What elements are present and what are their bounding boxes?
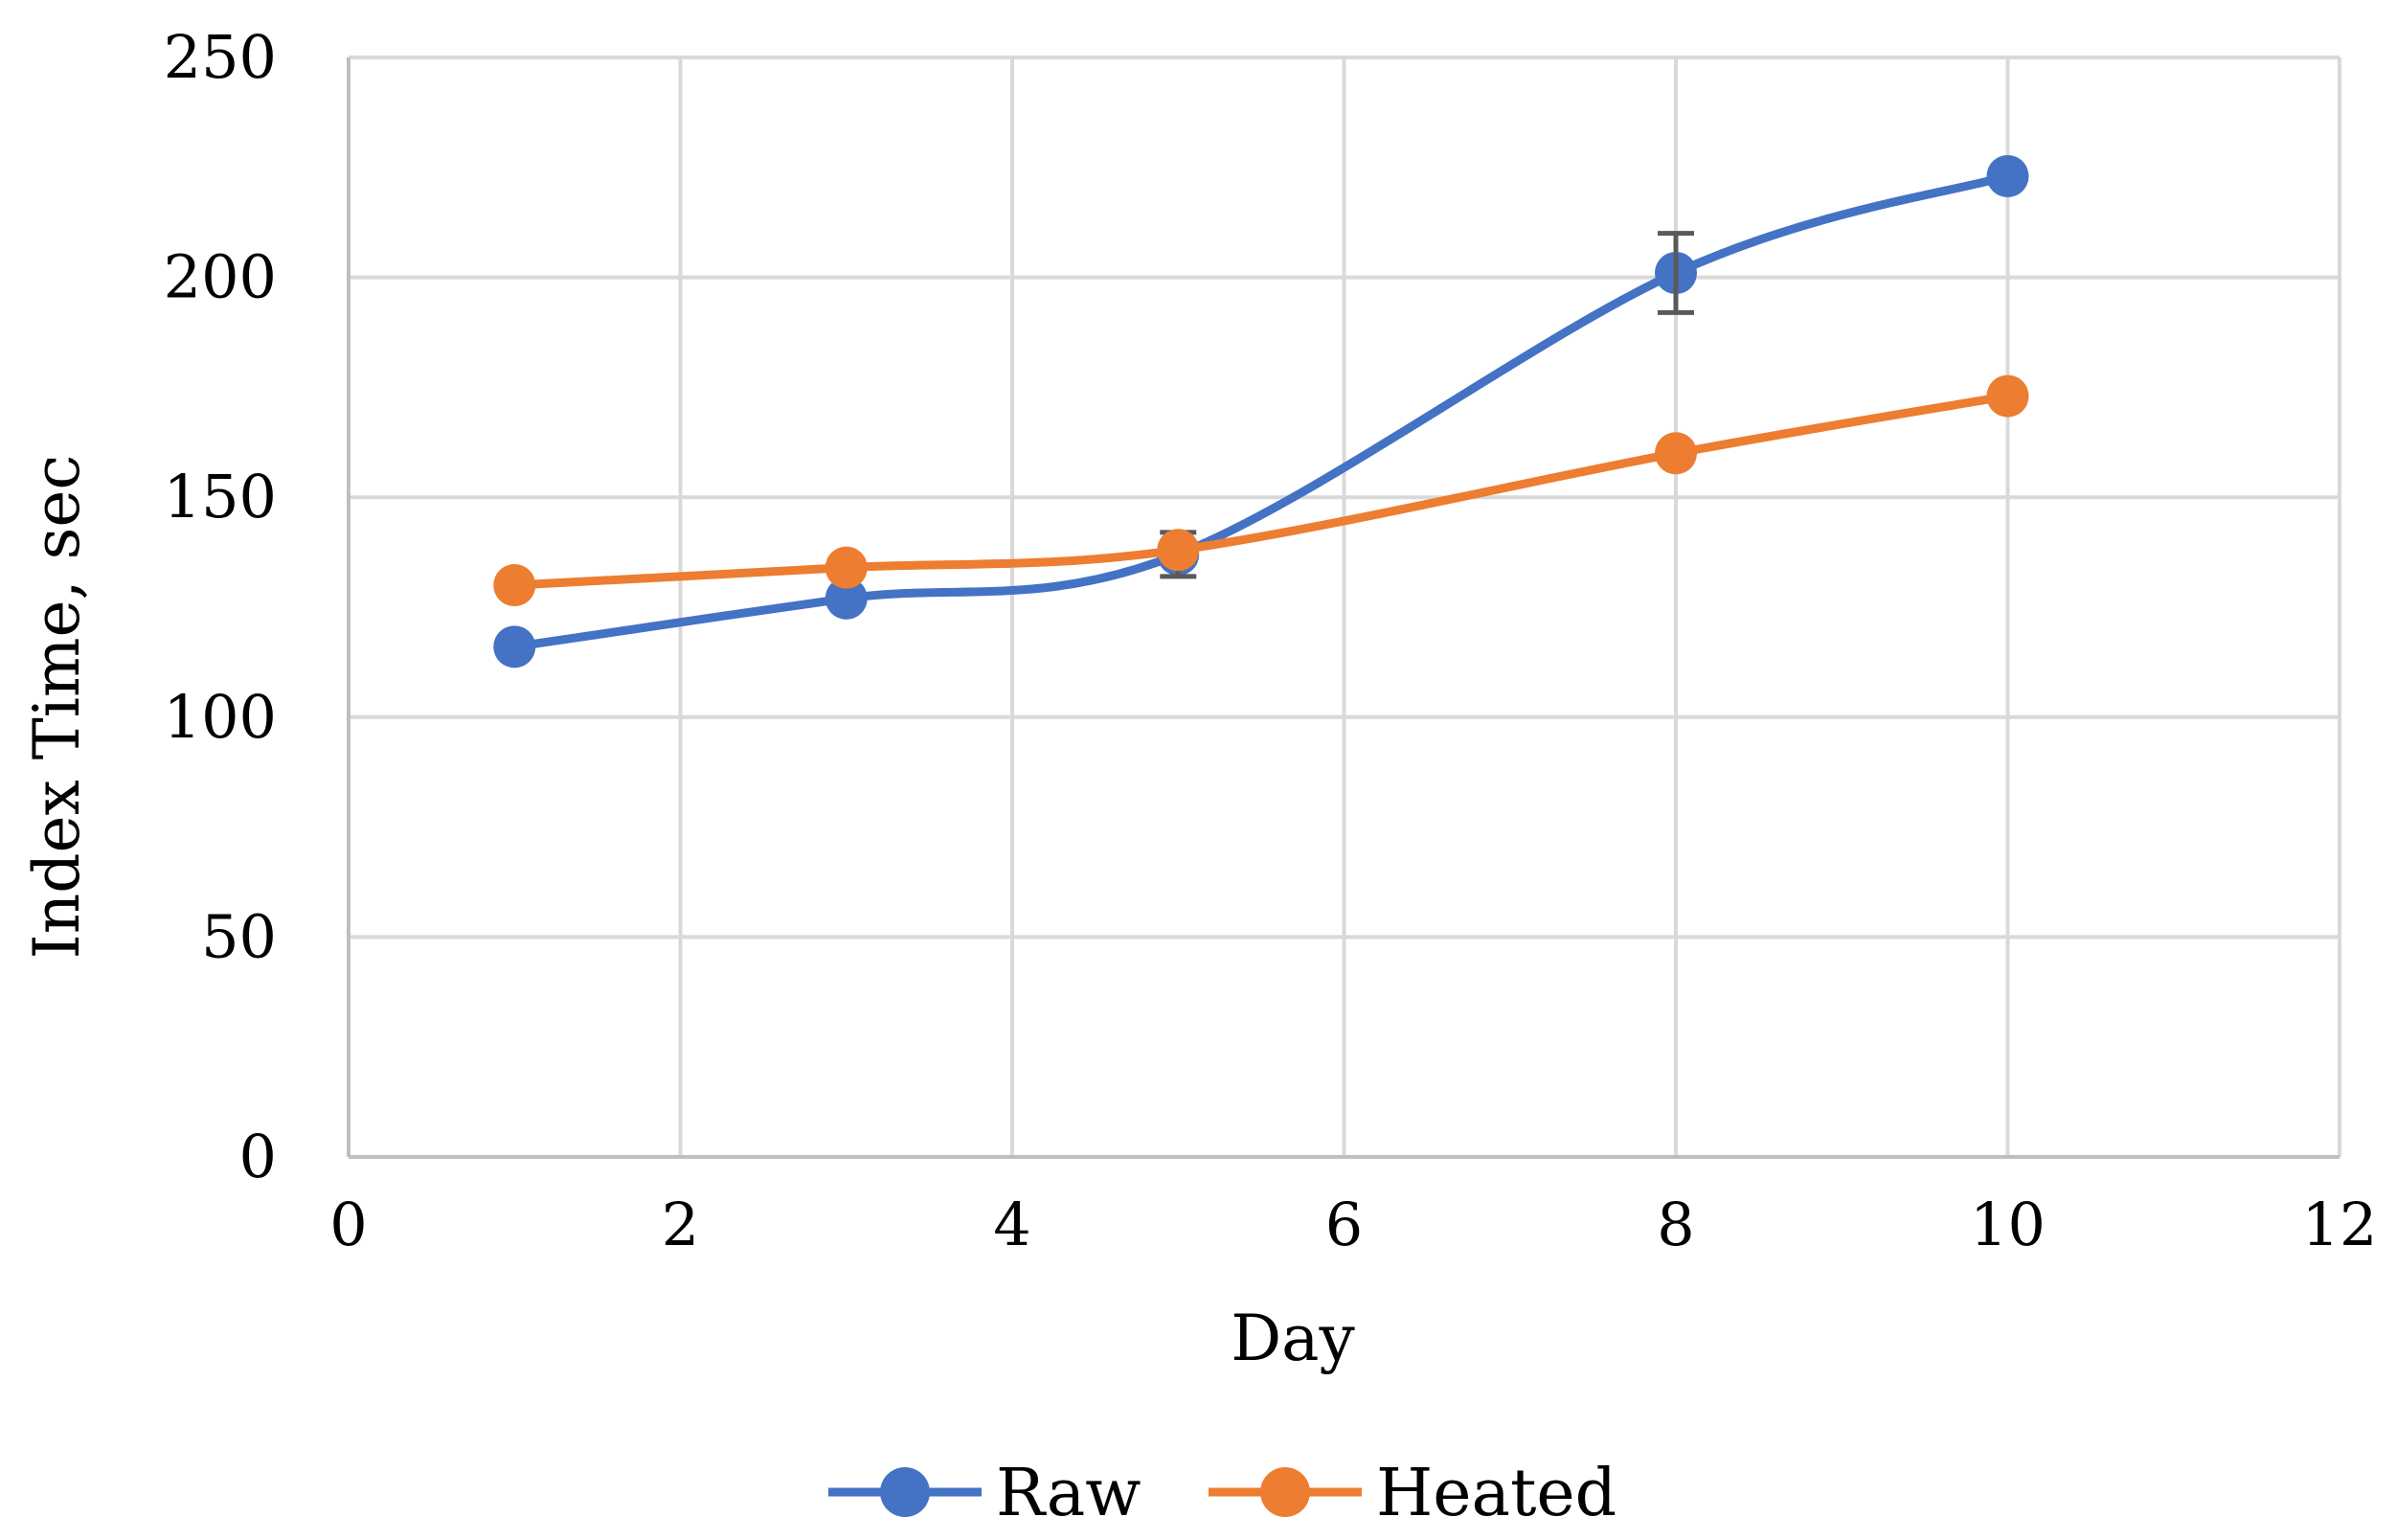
data-point-heated[interactable] [1157, 529, 1200, 572]
series-heated [493, 374, 2029, 607]
axes [347, 57, 2339, 1159]
grid-lines [349, 56, 2341, 1157]
y-tick-labels: 0 50 100 150 200 250 [164, 22, 277, 1191]
y-axis-title: Index Time, sec [20, 455, 94, 960]
legend-heated-label: Heated [1376, 1456, 1616, 1531]
y-tick-label: 50 [201, 901, 277, 971]
x-tick-label: 8 [1657, 1189, 1694, 1259]
y-tick-label: 200 [164, 242, 277, 312]
legend-raw-marker [880, 1467, 930, 1517]
series-heated-line [509, 392, 2012, 590]
legend-item-heated[interactable]: Heated [1209, 1456, 1616, 1531]
data-point-raw[interactable] [825, 577, 868, 620]
x-tick-label: 6 [1325, 1189, 1363, 1259]
data-point-raw[interactable] [493, 625, 536, 668]
y-tick-label: 150 [164, 462, 277, 532]
x-tick-labels: 0 2 4 6 8 10 12 [329, 1189, 2377, 1259]
series-raw-line [509, 171, 2012, 651]
data-point-raw[interactable] [1986, 154, 2029, 197]
x-tick-label: 0 [329, 1189, 367, 1259]
y-tick-label: 0 [239, 1121, 277, 1191]
x-tick-label: 10 [1970, 1189, 2046, 1259]
data-point-heated[interactable] [493, 564, 536, 607]
y-tick-label: 100 [164, 682, 277, 752]
series-raw [493, 154, 2029, 668]
legend-item-raw[interactable]: Raw [828, 1456, 1141, 1531]
series-layer [493, 154, 2029, 668]
data-point-heated[interactable] [825, 546, 868, 589]
legend-heated-marker [1260, 1467, 1310, 1517]
x-tick-label: 2 [662, 1189, 699, 1259]
x-axis-title: Day [1231, 1302, 1355, 1375]
error-bar-raw [1658, 231, 1694, 315]
x-tick-label: 4 [993, 1189, 1030, 1259]
y-tick-label: 250 [164, 22, 277, 92]
legend-raw-label: Raw [996, 1456, 1141, 1531]
legend: Raw Heated [828, 1456, 1616, 1531]
data-point-heated[interactable] [1655, 432, 1697, 475]
data-point-heated[interactable] [1986, 374, 2029, 418]
x-tick-label: 12 [2302, 1189, 2378, 1259]
